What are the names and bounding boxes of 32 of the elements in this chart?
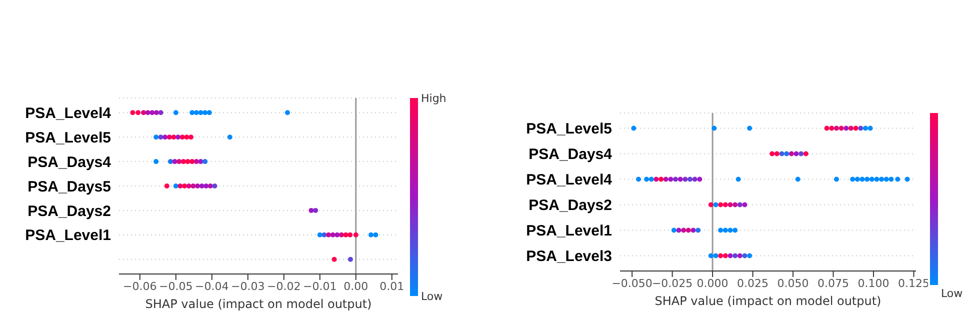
y-tick-label: PSA_Level4 (526, 172, 613, 189)
y-tick-label: PSA_Level5 (25, 129, 111, 146)
x-tick-label: 0.00 (344, 280, 368, 293)
text: High (421, 92, 446, 105)
x-tick-label: −0.050 (612, 276, 652, 290)
x-tick-label: −0.03 (231, 280, 265, 293)
y-tick-label: PSA_Days5 (28, 178, 111, 196)
x-axis-title: SHAP value (impact on model output) (654, 294, 882, 308)
x-tick-label: −0.02 (267, 280, 301, 293)
x-tick-label: 0.075 (818, 276, 850, 290)
x-tick-label: 0.01 (380, 280, 404, 293)
x-axis-title: SHAP value (impact on model output) (145, 297, 372, 311)
x-tick-label: 0.000 (696, 276, 728, 290)
y-tick-label: PSA_Level5 (526, 120, 612, 138)
y-tick-label: PSA_Days4 (528, 146, 613, 164)
y-tick-label: PSA_Level1 (526, 222, 612, 240)
y-tick-label: PSA_Level3 (526, 248, 612, 266)
x-tick-label: −0.04 (195, 280, 229, 293)
x-tick-label: 0.025 (737, 276, 769, 290)
y-tick-label: PSA_Days2 (28, 202, 111, 220)
y-tick-label: PSA_Level4 (25, 104, 112, 122)
x-tick-label: 0.050 (777, 276, 809, 290)
x-tick-label: 0.100 (858, 276, 890, 290)
y-tick-label: PSA_Days4 (28, 154, 112, 171)
text: Low (421, 290, 443, 303)
y-tick-label: PSA_Days2 (528, 197, 612, 214)
text: Low (941, 287, 963, 300)
x-tick-label: −0.06 (123, 280, 157, 293)
x-tick-label: −0.01 (303, 280, 337, 293)
x-tick-label: −0.05 (159, 280, 193, 293)
y-tick-label: PSA_Level1 (25, 227, 111, 244)
x-tick-label: −0.025 (652, 276, 693, 290)
